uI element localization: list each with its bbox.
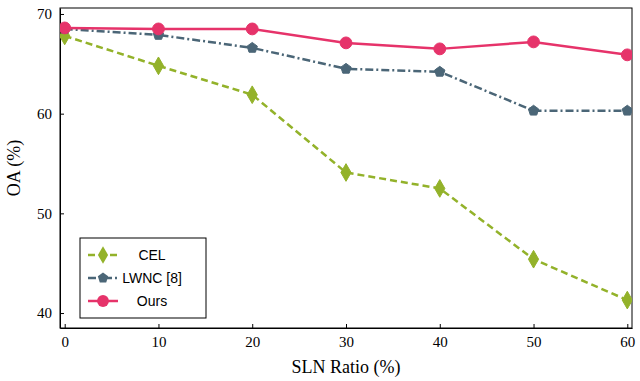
series-marker: [435, 66, 445, 76]
series-marker: [622, 291, 632, 309]
y-tick: 70: [37, 6, 64, 22]
y-axis: 40 50 60 70: [37, 6, 64, 328]
legend-marker: [98, 273, 108, 283]
series-line: [65, 28, 628, 55]
x-tick-mark: [158, 324, 159, 328]
legend-marker: [98, 246, 108, 264]
series-line: [65, 36, 628, 300]
x-tick-label: 60: [620, 334, 635, 350]
legend-box: [80, 238, 206, 318]
chart: 0 10 20 30 40 50 60 40 50 60 70 CEL LWNC [8] Ours SLN …: [0, 0, 640, 381]
y-tick-mark: [60, 213, 64, 214]
x-tick-mark: [534, 324, 535, 328]
series-marker: [60, 22, 71, 34]
y-tick-label: 40: [37, 305, 52, 321]
x-tick-label: 20: [245, 334, 260, 350]
plot: 0 10 20 30 40 50 60 40 50 60 70 CEL LWNC [8] Ours: [37, 6, 635, 349]
series-marker: [622, 105, 632, 115]
legend: CEL LWNC [8] Ours: [80, 238, 206, 318]
y-tick-mark: [60, 14, 64, 15]
x-tick-mark: [440, 324, 441, 328]
series-marker: [246, 23, 258, 35]
y-tick-mark: [60, 114, 64, 115]
x-tick-label: 40: [433, 334, 448, 350]
x-tick: 10: [151, 324, 166, 350]
x-axis: 0 10 20 30 40 50 60: [61, 324, 636, 350]
series-marker: [528, 250, 538, 268]
series-marker: [621, 49, 632, 61]
y-tick: 40: [37, 305, 64, 321]
y-tick: 50: [37, 206, 64, 222]
y-tick-label: 50: [37, 206, 52, 222]
series-marker: [435, 180, 445, 198]
x-tick: 50: [527, 324, 542, 350]
x-tick: 0: [61, 324, 68, 350]
x-axis-line: [61, 328, 633, 329]
x-tick: 20: [245, 324, 260, 350]
series-marker: [434, 43, 446, 55]
x-axis-title: SLN Ratio (%): [292, 357, 401, 378]
series-marker: [247, 86, 257, 104]
y-tick-label: 60: [37, 106, 52, 122]
series-marker: [341, 164, 351, 182]
series-marker: [153, 23, 165, 35]
y-tick: 60: [37, 106, 64, 122]
legend-label: LWNC [8]: [122, 270, 182, 286]
y-axis-title: OA (%): [4, 140, 25, 197]
x-tick-mark: [65, 324, 66, 328]
x-tick: 30: [339, 324, 354, 350]
series-marker: [341, 63, 351, 73]
legend-label: Ours: [137, 293, 167, 309]
series-marker: [153, 57, 163, 75]
series-marker: [528, 36, 540, 48]
x-tick-label: 30: [339, 334, 354, 350]
x-tick: 60: [620, 324, 635, 350]
x-tick-mark: [252, 324, 253, 328]
x-tick-mark: [627, 324, 628, 328]
x-tick: 40: [433, 324, 448, 350]
x-tick-label: 0: [61, 334, 68, 350]
series-marker: [528, 105, 538, 115]
plot-frame: [60, 8, 632, 328]
y-tick-label: 70: [37, 6, 52, 22]
x-tick-label: 10: [151, 334, 166, 350]
series-marker: [247, 42, 257, 52]
series-line: [65, 29, 628, 111]
series-marker: [340, 37, 352, 49]
x-tick-label: 50: [527, 334, 542, 350]
y-tick-mark: [60, 313, 64, 314]
y-axis-line: [60, 9, 61, 329]
legend-label: CEL: [138, 247, 165, 263]
x-tick-mark: [346, 324, 347, 328]
legend-marker: [97, 295, 109, 307]
